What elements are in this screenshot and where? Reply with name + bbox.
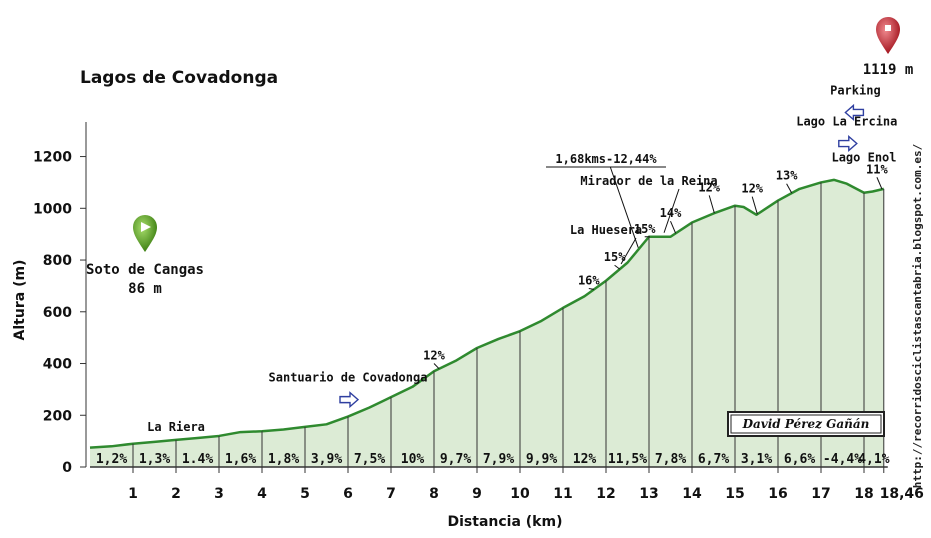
x-tick-label: 4 [257, 486, 267, 502]
flag-icon [885, 25, 891, 31]
x-tick-label: 2 [171, 486, 181, 502]
place-label: La Riera [147, 420, 205, 434]
arrow-right-icon [339, 391, 360, 409]
end-marker [876, 17, 900, 54]
credit-text: David Pérez Gañán [742, 417, 870, 431]
x-tick-label: 7 [386, 486, 396, 502]
y-tick-label: 400 [43, 357, 72, 373]
start-elevation: 86 m [128, 281, 162, 297]
y-tick-label: 800 [43, 253, 72, 269]
segment-grade-label: 11,5% [608, 452, 647, 467]
curve-grade-label: 12% [423, 349, 445, 363]
curve-grade-label: 16% [578, 273, 600, 287]
grade-leader-line [614, 264, 621, 270]
start-name: Soto de Cangas [86, 262, 204, 278]
segment-grade-label: 3,9% [311, 452, 342, 467]
x-tick-label: 9 [472, 486, 482, 502]
x-tick-label: 11 [553, 486, 572, 502]
segment-grade-label: -4,4% [823, 452, 862, 467]
place-label: Lago La Ercina [796, 115, 897, 129]
segment-grade-label: 6,7% [698, 452, 729, 467]
grade-leader-line [433, 363, 440, 370]
segment-grade-label: 6,6% [784, 452, 815, 467]
grade-leader-line [588, 288, 595, 290]
x-tick-label: 1 [128, 486, 138, 502]
segment-grade-label: 7,8% [655, 452, 686, 467]
curve-grade-label: 11% [866, 162, 888, 176]
arrow-left-icon [844, 103, 865, 122]
segment-grade-label: 1,2% [96, 452, 127, 467]
y-tick-label: 1000 [33, 201, 72, 217]
y-tick-label: 1200 [33, 150, 72, 166]
end-elevation: 1119 m [863, 62, 914, 78]
special-segment-leader [609, 166, 639, 248]
start-marker [133, 215, 157, 252]
x-tick-label: 12 [596, 486, 615, 502]
x-tick-label: 15 [725, 486, 744, 502]
elevation-area [90, 179, 884, 467]
segment-grade-label: 3,1% [741, 452, 772, 467]
place-leader-line [663, 188, 680, 233]
segment-grade-label: 1.4% [182, 452, 213, 467]
credit-box: David Pérez Gañán [727, 411, 885, 437]
segment-grade-label: 4,1% [858, 452, 889, 467]
place-label: Parking [830, 83, 881, 97]
y-tick-label: 0 [62, 460, 72, 476]
x-tick-label: 6 [343, 486, 353, 502]
x-tick-label: 16 [768, 486, 787, 502]
place-label: Santuario de Covadonga [269, 371, 428, 385]
segment-grade-label: 10% [401, 452, 425, 467]
segment-grade-label: 1,6% [225, 452, 256, 467]
place-label: La Huesera [570, 223, 642, 237]
curve-grade-label: 13% [776, 169, 798, 183]
x-tick-label: 17 [811, 486, 830, 502]
grade-leader-line [708, 195, 715, 214]
place-leader-line [620, 237, 637, 265]
chart-title: Lagos de Covadonga [80, 68, 278, 88]
grade-leader-line [876, 177, 883, 190]
segment-grade-label: 9,7% [440, 452, 471, 467]
arrow-right-icon [838, 134, 858, 153]
play-icon [141, 222, 151, 232]
x-axis-label: Distancia (km) [448, 514, 563, 530]
x-tick-label: 5 [300, 486, 310, 502]
special-segment-label: 1,68kms-12,44% [555, 152, 657, 166]
x-tick-label: 18,46 [880, 486, 924, 502]
segment-grade-label: 1,3% [139, 452, 170, 467]
x-tick-label: 18 [854, 486, 873, 502]
start-pin-icon [133, 215, 157, 252]
segment-grade-label: 7,9% [483, 452, 514, 467]
y-tick-label: 200 [43, 408, 72, 424]
segment-grade-label: 1,8% [268, 452, 299, 467]
curve-grade-label: 15% [604, 250, 626, 264]
grade-leader-line [751, 196, 758, 215]
place-label: Mirador de la Reina [580, 174, 717, 188]
segment-grade-label: 7,5% [354, 452, 385, 467]
y-axis-label: Altura (m) [12, 260, 28, 341]
end-pin-icon [876, 17, 900, 54]
x-tick-label: 13 [639, 486, 658, 502]
x-tick-label: 10 [510, 486, 530, 502]
grade-leader-line [670, 221, 677, 234]
blog-url: http://recorridosciclistascantabria.blog… [911, 143, 924, 488]
x-tick-label: 3 [214, 486, 224, 502]
curve-grade-label: 15% [634, 222, 656, 236]
y-tick-label: 600 [43, 305, 72, 321]
segment-grade-label: 9,9% [526, 452, 557, 467]
place-label: Lago Enol [831, 151, 896, 165]
x-tick-label: 8 [429, 486, 439, 502]
curve-grade-label: 12% [741, 182, 763, 196]
curve-grade-label: 12% [698, 180, 720, 194]
x-tick-label: 14 [682, 486, 702, 502]
segment-grade-label: 12% [573, 452, 597, 467]
grade-leader-line [786, 183, 793, 194]
